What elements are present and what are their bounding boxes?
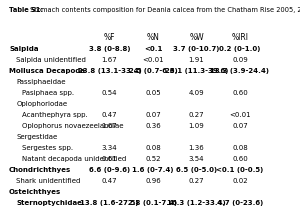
Text: 6.6 (0-9.6): 6.6 (0-9.6) — [89, 167, 130, 173]
Text: 0.07: 0.07 — [232, 123, 248, 129]
Text: Salpida: Salpida — [9, 46, 38, 52]
Text: Passiphaeidae: Passiphaeidae — [16, 79, 66, 85]
Text: 0.09: 0.09 — [232, 57, 248, 63]
Text: Oplophoriodae: Oplophoriodae — [16, 101, 68, 107]
Text: 0.52: 0.52 — [145, 156, 161, 162]
Text: Natant decapoda unidentified: Natant decapoda unidentified — [22, 156, 127, 162]
Text: <0.1: <0.1 — [144, 46, 162, 52]
Text: Acanthephyra spp.: Acanthephyra spp. — [22, 112, 88, 118]
Text: 2.5 (0.7-6.3): 2.5 (0.7-6.3) — [129, 68, 177, 74]
Text: 0.60: 0.60 — [232, 156, 248, 162]
Text: Sergestes spp.: Sergestes spp. — [22, 145, 74, 151]
Text: 16.3 (1.2-33.4): 16.3 (1.2-33.4) — [167, 200, 226, 206]
Text: 13.3 (3.9-24.4): 13.3 (3.9-24.4) — [211, 68, 269, 74]
Text: 3.7 (0-10.7): 3.7 (0-10.7) — [173, 46, 220, 52]
Text: 0.47: 0.47 — [102, 112, 117, 118]
Text: 3.54: 3.54 — [189, 156, 204, 162]
Text: Table S1:: Table S1: — [9, 7, 43, 13]
Text: Stomach contents composition for Deania calcea from the Chatham Rise 2005, 2006 : Stomach contents composition for Deania … — [28, 7, 300, 13]
Text: 0.54: 0.54 — [102, 90, 117, 96]
Text: 1.09: 1.09 — [189, 123, 204, 129]
Text: 0.96: 0.96 — [145, 178, 161, 184]
Text: 0.36: 0.36 — [145, 123, 161, 129]
Text: <0.1 (0-0.5): <0.1 (0-0.5) — [216, 167, 264, 173]
Text: Pasiphaea spp.: Pasiphaea spp. — [22, 90, 75, 96]
Text: 4.7 (0-23.6): 4.7 (0-23.6) — [217, 200, 263, 206]
Text: %IRI: %IRI — [232, 33, 248, 42]
Text: %N: %N — [147, 33, 159, 42]
Text: 0.08: 0.08 — [145, 145, 161, 151]
Text: 2.8 (0.1-7.4): 2.8 (0.1-7.4) — [128, 200, 178, 206]
Text: 3.34: 3.34 — [102, 145, 117, 151]
Text: Chondrichthyes: Chondrichthyes — [9, 167, 71, 173]
Text: 6.5 (0-5.0): 6.5 (0-5.0) — [176, 167, 217, 173]
Text: Sergestidae: Sergestidae — [16, 134, 58, 140]
Text: 3.8 (0-8.8): 3.8 (0-8.8) — [89, 46, 130, 52]
Text: 26.1 (11.3-39.6): 26.1 (11.3-39.6) — [165, 68, 228, 74]
Text: 0.27: 0.27 — [189, 178, 204, 184]
Text: 0.60: 0.60 — [232, 90, 248, 96]
Text: 1.6 (0-7.4): 1.6 (0-7.4) — [132, 167, 174, 173]
Text: %F: %F — [104, 33, 115, 42]
Text: 1.67: 1.67 — [102, 123, 117, 129]
Text: 0.27: 0.27 — [189, 112, 204, 118]
Text: <0.01: <0.01 — [229, 112, 251, 118]
Text: 1.67: 1.67 — [102, 57, 117, 63]
Text: 1.91: 1.91 — [189, 57, 204, 63]
Text: 13.8 (1.6-27.5): 13.8 (1.6-27.5) — [80, 200, 139, 206]
Text: %W: %W — [189, 33, 204, 42]
Text: 23.8 (13.1-33.4): 23.8 (13.1-33.4) — [78, 68, 141, 74]
Text: Salpida unidentified: Salpida unidentified — [16, 57, 86, 63]
Text: Shark unidentified: Shark unidentified — [16, 178, 81, 184]
Text: Oplophorus novaezeelandiae: Oplophorus novaezeelandiae — [22, 123, 124, 129]
Text: 4.09: 4.09 — [189, 90, 204, 96]
Text: 0.61: 0.61 — [102, 156, 117, 162]
Text: Sternoptychidae: Sternoptychidae — [16, 200, 83, 206]
Text: 0.07: 0.07 — [145, 112, 161, 118]
Text: 1.36: 1.36 — [189, 145, 204, 151]
Text: 0.08: 0.08 — [232, 145, 248, 151]
Text: <0.01: <0.01 — [142, 57, 164, 63]
Text: 0.2 (0-1.0): 0.2 (0-1.0) — [219, 46, 261, 52]
Text: Mollusca Decapoda: Mollusca Decapoda — [9, 68, 85, 74]
Text: 0.05: 0.05 — [145, 90, 161, 96]
Text: 0.02: 0.02 — [232, 178, 248, 184]
Text: Osteichthyes: Osteichthyes — [9, 189, 61, 195]
Text: 0.47: 0.47 — [102, 178, 117, 184]
